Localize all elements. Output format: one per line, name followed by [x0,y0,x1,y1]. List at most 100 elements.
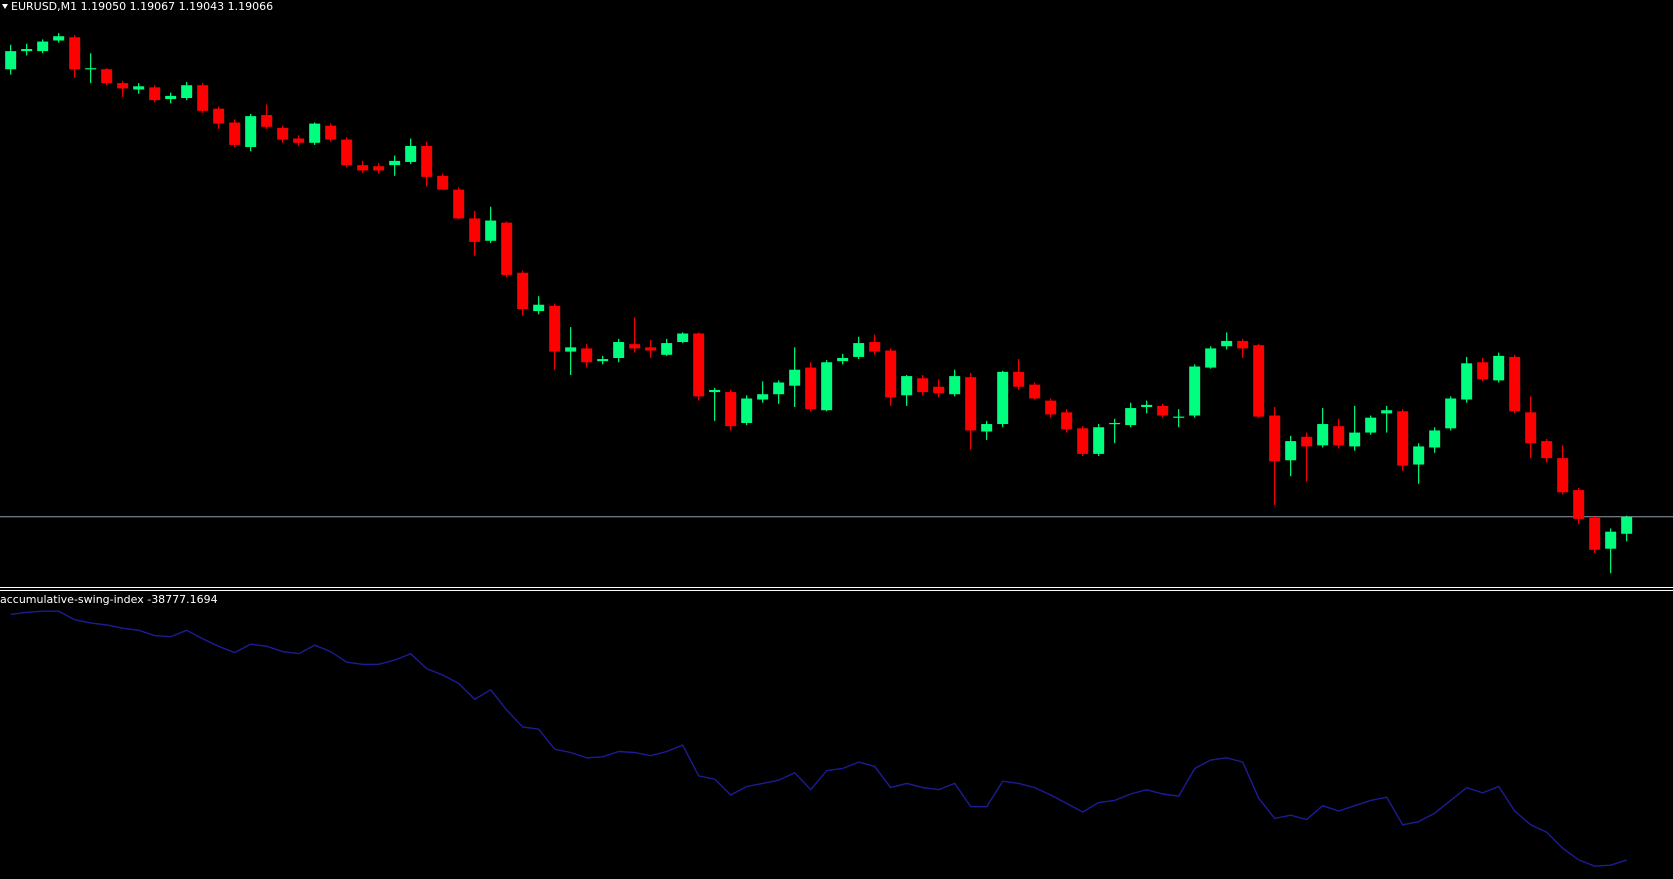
candle-body [197,85,209,111]
candle-body [901,376,913,396]
candle-body [773,382,785,395]
candle-body [1445,398,1457,429]
candle-body [1381,410,1393,414]
candle-body [1605,531,1617,549]
candle-body [1253,345,1265,417]
candle-body [789,369,801,386]
candle-body [405,145,417,162]
candle-body [5,51,17,70]
ohlc-label: 1.19067 [130,0,176,13]
menu-triangle[interactable] [2,4,8,9]
candle-body [421,145,433,177]
indicator-value: -38777.1694 [147,593,217,606]
candle-body [437,175,449,190]
candle-body [533,304,545,312]
candle-body [1237,340,1249,349]
candle-body [1573,490,1585,519]
candle-body [85,68,97,70]
candle-body [853,343,865,357]
candle-body [565,347,577,352]
candle-body [1205,348,1217,368]
candle-body [869,342,881,352]
candle-body [741,398,753,423]
candle-body [69,37,81,70]
candle-body [1285,441,1297,461]
candle-body [1157,405,1169,416]
candle-body [1333,426,1345,446]
candle-body [229,122,241,145]
candle-body [917,378,929,393]
candle-body [117,83,129,89]
candle-body [629,344,641,349]
candle-body [1141,404,1153,408]
candle-body [837,357,849,362]
candle-body [1413,446,1425,465]
candle-body [1509,356,1521,412]
candle-body [1317,424,1329,446]
candle-body [373,166,385,171]
candle-body [357,165,369,171]
candle-body [1125,408,1137,426]
candle-body [1365,417,1377,433]
candle-body [997,371,1009,425]
candle-body [1221,340,1233,347]
candle-body [37,41,49,52]
candle-body [709,389,721,393]
candle-body [181,85,193,99]
candle-body [1093,427,1105,454]
candle-body [213,108,225,124]
candle-body [965,377,977,431]
candle-body [1461,363,1473,400]
indicator-header: accumulative-swing-index -38777.1694 [0,593,218,606]
candle-body [1061,412,1073,430]
candle-body [101,69,113,84]
candle-body [245,116,257,148]
ohlc-label: 1.19066 [228,0,274,13]
candle-body [309,123,321,143]
candle-body [261,115,273,127]
candle-body [453,189,465,219]
candle-body [677,333,689,343]
candle-body [1477,362,1489,380]
candle-body [1269,415,1281,462]
candle-body [1557,458,1569,493]
candle-body [933,386,945,394]
candle-body [469,218,481,242]
ohlc-label: 1.19043 [179,0,225,13]
candle-body [21,49,33,52]
candle-body [885,350,897,398]
candle-body [1589,517,1601,550]
candle-body [725,392,737,427]
candle-body [549,305,561,352]
candle-body [1301,436,1313,447]
candle-body [1349,432,1361,447]
candle-body [597,359,609,362]
candle-body [613,342,625,358]
candle-body [149,87,161,101]
candle-body [1189,366,1201,416]
candle-body [949,376,961,395]
candle-body [757,394,769,400]
candle-body [1013,371,1025,387]
indicator-line [10,610,1627,867]
candle-body [325,125,337,140]
candle-body [1541,441,1553,459]
candle-body [389,160,401,166]
candle-body [1493,355,1505,381]
candle-body [1029,384,1041,399]
candle-body [53,36,65,41]
candle-body [133,86,145,90]
candle-body [501,222,513,275]
candle-body [165,95,177,100]
candle-body [1621,516,1633,534]
candle-body [1045,400,1057,415]
ohlc-label: 1.19050 [81,0,127,13]
candle-body [981,424,993,432]
candle-body [485,220,497,241]
candle-body [1525,412,1537,444]
candle-body [821,362,833,411]
candle-body [645,347,657,351]
candle-body [805,367,817,410]
